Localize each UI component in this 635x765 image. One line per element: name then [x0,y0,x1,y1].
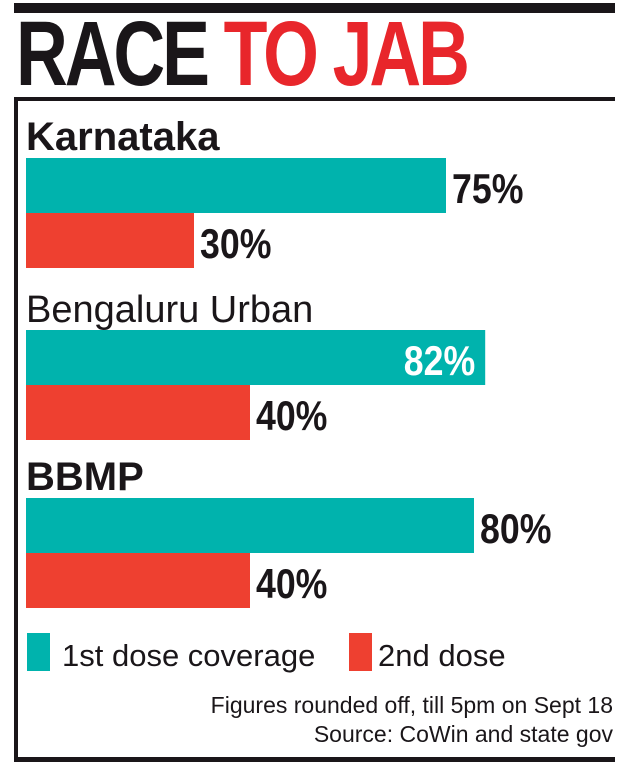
bar-first-dose [26,158,446,213]
bar-first-dose [26,498,474,553]
bar-second-dose [26,213,194,268]
data-label: 40% [256,393,327,439]
footnote: Figures rounded off, till 5pm on Sept 18 [210,692,613,718]
data-label: 30% [200,221,271,267]
title-part-to-jab: TO JAB [223,3,470,105]
legend-swatch-first-dose [27,633,50,671]
source-note: Source: CoWin and state gov [313,721,613,747]
chart-frame [14,97,615,762]
data-label: 80% [480,506,551,552]
data-label: 75% [452,166,523,212]
title-part-race: RACE [16,3,210,105]
bar-second-dose [26,553,250,608]
bar-first-dose [26,330,486,385]
data-label: 40% [256,561,327,607]
data-label: 82% [404,338,475,384]
legend-label-second-dose: 2nd dose [378,638,506,673]
category-label: Karnataka [26,115,220,159]
top-rule [14,3,615,13]
legend-label-first-dose: 1st dose coverage [62,638,315,673]
bar-second-dose [26,385,250,440]
legend-swatch-second-dose [349,633,372,671]
chart-title: RACE TO JAB [16,8,470,100]
category-label: Bengaluru Urban [26,289,313,331]
category-label: BBMP [26,455,144,499]
